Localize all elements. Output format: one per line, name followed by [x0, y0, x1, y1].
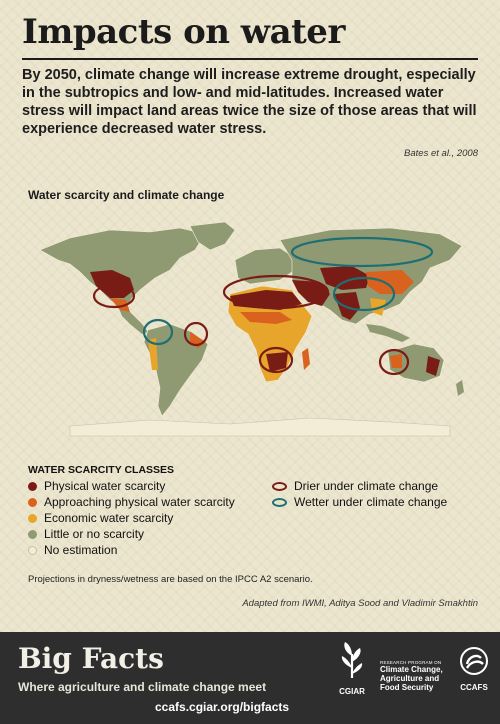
title-rule — [22, 58, 478, 60]
zone-sahel — [240, 312, 292, 324]
greenland — [189, 221, 236, 251]
ring-wetter-north-asia — [290, 236, 434, 268]
map-title: Water scarcity and climate change — [28, 188, 225, 202]
program-line-3: Food Security — [380, 683, 434, 692]
legend-item-economic: Economic water scarcity — [28, 511, 173, 525]
zone-andes — [148, 338, 158, 370]
footer-banner: Big Facts Where agriculture and climate … — [0, 632, 500, 724]
antarctica — [69, 417, 451, 437]
none-swatch — [28, 545, 37, 555]
little-swatch — [28, 529, 37, 539]
ccafs-logo: CCAFS — [456, 646, 492, 692]
legend-heading: WATER SCARCITY CLASSES — [28, 464, 175, 476]
legend-item-physical: Physical water scarcity — [28, 479, 165, 493]
program-line-2: Agriculture and — [380, 674, 440, 683]
southeast-asia — [366, 324, 410, 342]
footer-url[interactable]: ccafs.cgiar.org/bigfacts — [155, 700, 290, 714]
north-america — [39, 227, 206, 309]
zone-australia-west — [390, 354, 402, 368]
ring-wetter-amazon — [142, 318, 174, 346]
zone-india — [334, 292, 360, 320]
zone-central-asia — [320, 266, 370, 290]
land-masses — [39, 221, 464, 437]
zone-mexico — [110, 298, 130, 312]
wetter-ring-swatch — [272, 497, 287, 507]
approaching-swatch — [28, 497, 37, 507]
ccafs-label: CCAFS — [460, 683, 488, 692]
zone-se-asia — [370, 298, 386, 316]
ccafs-swirl-icon — [460, 647, 488, 675]
legend-item-little: Little or no scarcity — [28, 527, 144, 541]
legend-label: Physical water scarcity — [44, 479, 166, 493]
zone-australia-east — [426, 356, 440, 376]
legend-ring-wetter: Wetter under climate change — [272, 495, 447, 509]
ring-wetter-south-asia — [332, 276, 396, 312]
cgiar-logo: CGIAR — [330, 640, 374, 696]
drier-ring-swatch — [272, 481, 287, 491]
cgiar-label: CGIAR — [339, 687, 365, 696]
legend-label: Wetter under climate change — [294, 495, 448, 509]
footer-subtitle: Where agriculture and climate change mee… — [18, 680, 267, 694]
ring-drier-mediterranean — [222, 274, 330, 310]
projection-note: Projections in dryness/wetness are based… — [28, 574, 313, 585]
program-line-1: Climate Change, — [380, 665, 443, 674]
cgiar-plant-icon — [341, 642, 363, 678]
central-america — [118, 306, 148, 334]
citation: Bates et al., 2008 — [404, 148, 478, 159]
legend-label: Drier under climate change — [294, 479, 439, 493]
legend-label: No estimation — [44, 543, 118, 557]
program-name: RESEARCH PROGRAM ON Climate Change, Agri… — [380, 660, 460, 692]
zone-china-north — [366, 270, 414, 294]
ring-drier-mexico — [92, 283, 136, 309]
scarcity-zones — [90, 266, 440, 376]
physical-swatch — [28, 481, 37, 491]
legend-label: Little or no scarcity — [44, 527, 145, 541]
footer-title: Big Facts — [18, 642, 164, 675]
program-small: RESEARCH PROGRAM ON — [380, 660, 442, 665]
lead-paragraph: By 2050, climate change will increase ex… — [22, 67, 477, 137]
madagascar — [302, 348, 310, 370]
ring-drier-southern-africa — [258, 346, 294, 374]
legend-ring-drier: Drier under climate change — [272, 479, 438, 493]
legend-label: Economic water scarcity — [44, 511, 174, 525]
page-title: Impacts on water — [22, 12, 345, 52]
legend-label: Approaching physical water scarcity — [44, 495, 235, 509]
zone-southern-africa — [266, 352, 288, 372]
ring-drier-ne-brazil — [183, 321, 209, 347]
ring-drier-australia — [378, 348, 410, 376]
new-zealand — [456, 380, 464, 396]
legend-item-none: No estimation — [28, 543, 117, 557]
world-map — [39, 221, 464, 437]
source-credit: Adapted from IWMI, Aditya Sood and Vladi… — [242, 598, 478, 609]
climate-change-rings — [92, 236, 434, 376]
legend-item-approaching: Approaching physical water scarcity — [28, 495, 235, 509]
economic-swatch — [28, 513, 37, 523]
